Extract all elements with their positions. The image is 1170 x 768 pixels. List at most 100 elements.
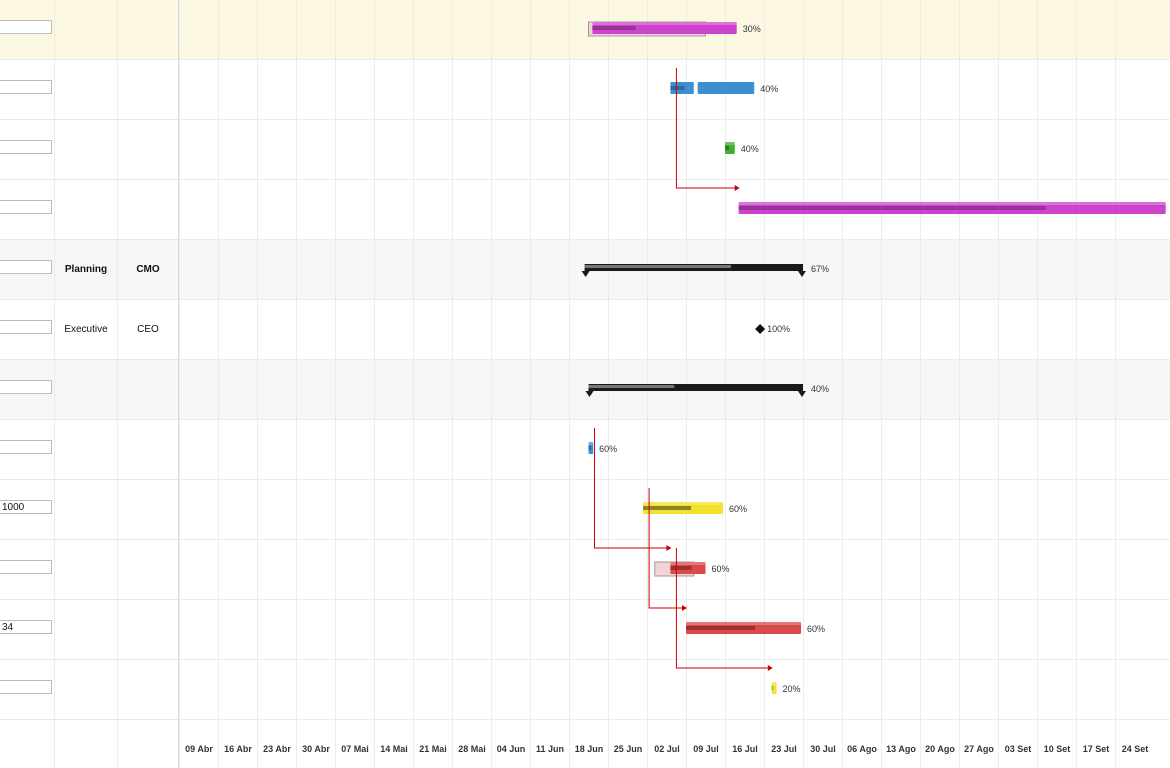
timeline-tick-label: 14 Mai <box>380 744 408 754</box>
task-progress-bar <box>725 146 729 150</box>
dependency-arrowhead <box>666 545 672 551</box>
row-input-field[interactable] <box>0 440 52 454</box>
task-progress-bar <box>592 26 636 30</box>
task-bar-shine <box>725 142 735 145</box>
row-input-field[interactable] <box>0 20 52 34</box>
gantt-chart: 09 Abr 16 Abr 23 Abr 30 Abr 07 Mai 14 Mai 21 M… <box>179 0 1170 768</box>
department-cell <box>55 120 117 180</box>
row-input-field[interactable] <box>0 680 52 694</box>
summary-start-cap <box>585 391 594 397</box>
dependency-arrow[interactable] <box>675 548 768 669</box>
row-input-field[interactable] <box>0 200 52 214</box>
progress-label: 30% <box>743 24 761 34</box>
timeline-tick-label: 06 Ago <box>847 744 877 754</box>
task-bar-shine <box>592 22 737 25</box>
department-cell <box>55 540 117 600</box>
dependency-arrowhead <box>734 185 740 191</box>
department-cell: Planning <box>64 264 108 275</box>
owner-cell <box>118 60 178 120</box>
task-bar-shine <box>588 442 594 445</box>
progress-label: 60% <box>599 444 617 454</box>
row-input-field[interactable] <box>0 80 52 94</box>
row-input-field[interactable]: 34 <box>0 620 52 634</box>
timeline-tick-label: 02 Jul <box>654 744 680 754</box>
owner-cell <box>118 0 178 60</box>
progress-label: 60% <box>712 564 730 574</box>
progress-label: 40% <box>741 144 759 154</box>
timeline-tick-label: 21 Mai <box>419 744 447 754</box>
timeline-tick-label: 16 Jul <box>732 744 758 754</box>
progress-label: 20% <box>782 684 800 694</box>
row-input-field[interactable] <box>0 560 52 574</box>
task-progress-bar <box>670 86 685 90</box>
task-progress-bar <box>738 206 1047 210</box>
owner-cell: CMO <box>136 264 160 275</box>
row-input-field[interactable] <box>0 380 52 394</box>
task-progress-bar <box>670 566 692 570</box>
owner-cell <box>118 600 178 660</box>
task-bar[interactable] <box>592 22 737 34</box>
timeline-tick-label: 07 Mai <box>341 744 369 754</box>
grid-chart-splitter[interactable] <box>178 0 179 768</box>
task-progress-bar <box>686 626 756 630</box>
department-cell <box>55 360 117 420</box>
summary-progress <box>584 265 731 268</box>
owner-cell <box>118 360 178 420</box>
chart-row-background <box>179 600 1170 660</box>
timeline-tick-label: 24 Set <box>1122 744 1149 754</box>
owner-cell <box>118 180 178 240</box>
task-bar-shine <box>686 622 802 625</box>
task-bar-shine <box>738 202 1166 205</box>
table-row[interactable] <box>0 660 178 720</box>
row-input-field[interactable] <box>0 140 52 154</box>
department-cell <box>55 420 117 480</box>
timeline-tick-label: 25 Jun <box>614 744 643 754</box>
table-row[interactable]: 34 <box>0 600 178 660</box>
table-row[interactable] <box>0 420 178 480</box>
row-input-field[interactable] <box>0 260 52 274</box>
task-grid: Planning CMO Executive CEO 1000 34 <box>0 0 179 768</box>
timeline-tick-label: 23 Jul <box>771 744 797 754</box>
department-cell: Executive <box>64 324 108 335</box>
dependency-arrowhead <box>682 605 687 611</box>
table-row[interactable]: 1000 <box>0 480 178 540</box>
task-bar[interactable] <box>725 142 735 154</box>
timeline-tick-label: 20 Ago <box>925 744 955 754</box>
timeline-tick-label: 16 Abr <box>224 744 252 754</box>
chart-row-background <box>179 120 1170 180</box>
timeline-tick-label: 10 Set <box>1044 744 1071 754</box>
table-row[interactable]: Executive CEO <box>0 300 178 360</box>
department-cell <box>55 180 117 240</box>
table-row[interactable] <box>0 540 178 600</box>
table-row[interactable] <box>0 180 178 240</box>
timeline-tick-label: 09 Abr <box>185 744 213 754</box>
dependency-arrow[interactable] <box>648 488 682 609</box>
table-row[interactable]: Planning CMO <box>0 240 178 300</box>
gantt-canvas: 09 Abr 16 Abr 23 Abr 30 Abr 07 Mai 14 Mai 21 M… <box>179 0 1170 768</box>
dependency-arrow[interactable] <box>594 428 667 549</box>
table-row[interactable] <box>0 360 178 420</box>
task-progress-bar <box>588 446 592 450</box>
timeline-tick-label: 11 Jun <box>536 744 564 754</box>
column-divider <box>54 0 55 768</box>
owner-cell: CEO <box>137 324 159 335</box>
row-input-field[interactable]: 1000 <box>0 500 52 514</box>
summary-bar[interactable] <box>588 384 804 391</box>
task-bar[interactable] <box>771 682 777 694</box>
chart-row-background <box>179 420 1170 480</box>
table-row[interactable] <box>0 120 178 180</box>
dependency-arrow[interactable] <box>675 68 735 189</box>
table-row[interactable] <box>0 60 178 120</box>
owner-cell <box>118 120 178 180</box>
task-bar-segment[interactable] <box>697 82 755 94</box>
milestone-diamond[interactable] <box>755 324 766 334</box>
owner-cell <box>118 660 178 720</box>
row-input-field[interactable] <box>0 320 52 334</box>
summary-start-cap <box>581 271 590 277</box>
task-bar-shine <box>670 562 706 565</box>
timeline-tick-label: 28 Mai <box>458 744 486 754</box>
timeline-tick-label: 13 Ago <box>886 744 916 754</box>
timeline-tick-label: 30 Jul <box>810 744 836 754</box>
timeline-tick-label: 18 Jun <box>575 744 604 754</box>
table-row[interactable] <box>0 0 178 60</box>
